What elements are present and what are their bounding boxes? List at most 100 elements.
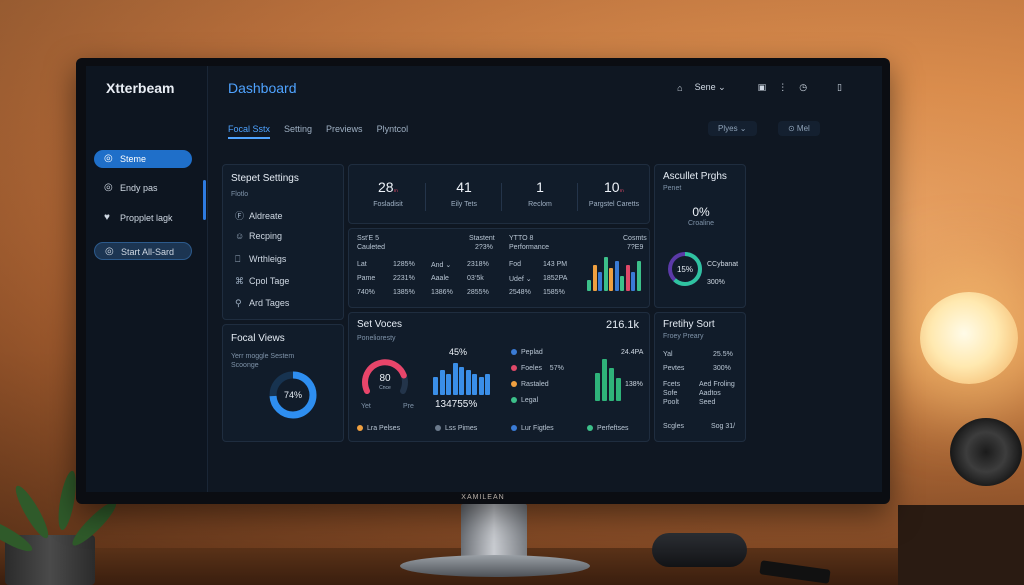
focal-ring-fill xyxy=(269,371,317,419)
table-cell: Aaale xyxy=(431,275,449,282)
votes-card: Set Voces Ponelioresty 216.1k 80 Cnce Ye… xyxy=(348,312,650,442)
settings-item-aldreate[interactable]: Ⓕ Aldreate xyxy=(235,209,283,222)
table-cell: 1285% xyxy=(393,261,415,268)
table-cell: Lat xyxy=(357,261,367,268)
footer-lur-figtles[interactable]: Lur Figtles xyxy=(511,425,554,432)
table-header: Cauleted xyxy=(357,244,386,251)
mel-dropdown[interactable]: ⊙ Mel xyxy=(778,121,820,136)
footer-perfeftses[interactable]: Perfeftses xyxy=(587,425,629,432)
tab-previews[interactable]: Previews xyxy=(326,124,363,134)
stat-suffix: ₘ xyxy=(619,187,624,194)
settings-item-ard-tages[interactable]: ⚲ Ard Tages xyxy=(235,298,289,309)
legend-label: Peplad xyxy=(521,349,543,356)
stat-value: 10 xyxy=(604,179,620,195)
stat-value: 1 xyxy=(536,179,544,195)
tab-setting[interactable]: Setting xyxy=(284,124,313,134)
table-header: Sst'E 5 xyxy=(357,235,379,242)
heart-icon: ♥ xyxy=(104,212,110,223)
chart-bar xyxy=(478,377,484,395)
card-subtitle: Flotlo xyxy=(231,191,249,198)
chart-bar xyxy=(587,280,591,291)
divider xyxy=(577,183,578,211)
divider xyxy=(425,183,426,211)
settings-item-wrthleigs[interactable]: ⎕ Wrthleigs xyxy=(235,254,286,265)
sidebar-item-label: Steme xyxy=(120,154,147,164)
sidebar-item-endy-pas[interactable]: ◎ Endy pas xyxy=(94,179,192,197)
clock-icon[interactable]: ◷ xyxy=(799,82,808,92)
settings-item-label: Wrthleigs xyxy=(249,254,287,264)
table-cell: Fod xyxy=(509,261,522,268)
chart-bar xyxy=(602,359,607,401)
bars-total: 134755% xyxy=(435,399,478,410)
keyboard-icon: ⎕ xyxy=(235,254,241,264)
table-cell: 2855% xyxy=(467,289,489,296)
window-icon[interactable]: ▯ xyxy=(837,82,842,92)
more-icon[interactable]: ⋮ xyxy=(778,82,788,92)
table-cell: 740% xyxy=(357,289,375,296)
chart-bar xyxy=(625,265,630,291)
card-title: Fretihy Sort xyxy=(663,319,715,330)
votes-bar-chart xyxy=(433,363,493,395)
start-all-sard-button[interactable]: ◎ Start All-Sard xyxy=(94,242,192,260)
footer-label: Lur Figtles xyxy=(521,425,554,432)
sidebar: Xtterbeam ◎ Steme ◎ Endy pas ♥ Propplet … xyxy=(86,66,208,492)
chart-bar xyxy=(603,257,608,291)
table-cell: Sog 31/ xyxy=(711,423,736,430)
header-toolbar: ⌂ Sene ⌄ ▣ ⋮ ◷ ▯ xyxy=(677,82,842,93)
table-cell[interactable]: Udef ⌄ xyxy=(509,276,532,283)
gauge-max: Pre xyxy=(403,403,414,410)
settings-item-label: Cpol Tage xyxy=(249,276,290,286)
location-icon: ⚲ xyxy=(235,298,242,308)
table-cell[interactable]: And ⌄ xyxy=(431,262,452,269)
chart-bar xyxy=(598,272,602,291)
footer-label: Lra Pelses xyxy=(367,425,401,432)
home-icon[interactable]: ⌂ xyxy=(677,82,683,93)
ascullet-card: Ascullet Prghs Penet 0% Croaline 15% CCy… xyxy=(654,164,746,308)
chart-bar xyxy=(452,363,458,395)
monitor-stand xyxy=(461,504,527,560)
table-cell: Aadtos xyxy=(699,390,721,397)
plyes-dropdown[interactable]: Plyes ⌄ xyxy=(708,121,757,136)
legend-item-legal: Legal xyxy=(511,397,538,404)
footer-lss-pimes[interactable]: Lss Pimes xyxy=(435,425,477,432)
chart-bar xyxy=(485,374,490,395)
mouse xyxy=(652,533,747,567)
card-subtitle: Froey Preary xyxy=(663,333,704,340)
ascullet-percent: 0% xyxy=(692,205,710,219)
performance-table: Sst'E 5 Cauleted Stastent 2?3% YTTO 8 Pe… xyxy=(349,229,651,309)
screen: Xtterbeam ◎ Steme ◎ Endy pas ♥ Propplet … xyxy=(86,66,882,492)
search-dropdown[interactable]: Sene ⌄ xyxy=(694,82,726,92)
table-cell: Seed xyxy=(699,399,716,406)
scroll-indicator[interactable] xyxy=(203,180,206,220)
sidebar-item-propplet-lagk[interactable]: ♥ Propplet lagk xyxy=(94,209,192,227)
tab-plyntcol[interactable]: Plyntcol xyxy=(376,124,409,134)
settings-item-cpol-tage[interactable]: ⌘ Cpol Tage xyxy=(235,276,289,287)
user-icon: ☺ xyxy=(235,231,245,241)
sidebar-item-steme[interactable]: ◎ Steme xyxy=(94,150,192,168)
table-header: 7?E9 xyxy=(627,244,644,251)
save-icon[interactable]: ▣ xyxy=(757,82,767,92)
chart-bar xyxy=(609,268,613,291)
stat-value: 41 xyxy=(456,179,472,195)
card-subtitle: Penet xyxy=(663,185,682,192)
table-cell: Poolt xyxy=(663,399,679,406)
ascullet-ring-chart: 15% xyxy=(668,252,702,286)
green-mid-value: 138% xyxy=(625,381,643,388)
gauge-value: 80 xyxy=(379,373,391,384)
gauge-min: Yet xyxy=(361,403,371,410)
divider xyxy=(501,183,502,211)
card-subtitle-2: Scoonge xyxy=(231,362,259,369)
table-cell: 300% xyxy=(713,365,731,372)
chart-bar xyxy=(620,276,624,291)
monitor-stand-base xyxy=(400,555,590,577)
stat-eily-tets: 41 Eily Tets xyxy=(429,179,499,208)
tab-focal-sstx[interactable]: Focal Sstx xyxy=(228,124,271,139)
footer-lra-pelses[interactable]: Lra Pelses xyxy=(357,425,400,432)
settings-item-recping[interactable]: ☺ Recping xyxy=(235,231,282,241)
speaker xyxy=(950,418,1022,486)
green-top-value: 24.4PA xyxy=(621,349,644,356)
speaker-base xyxy=(898,505,1024,585)
card-title: Ascullet Prghs xyxy=(663,171,727,182)
table-cell: Pame xyxy=(357,275,376,282)
legend-label: Foeles xyxy=(521,365,543,372)
